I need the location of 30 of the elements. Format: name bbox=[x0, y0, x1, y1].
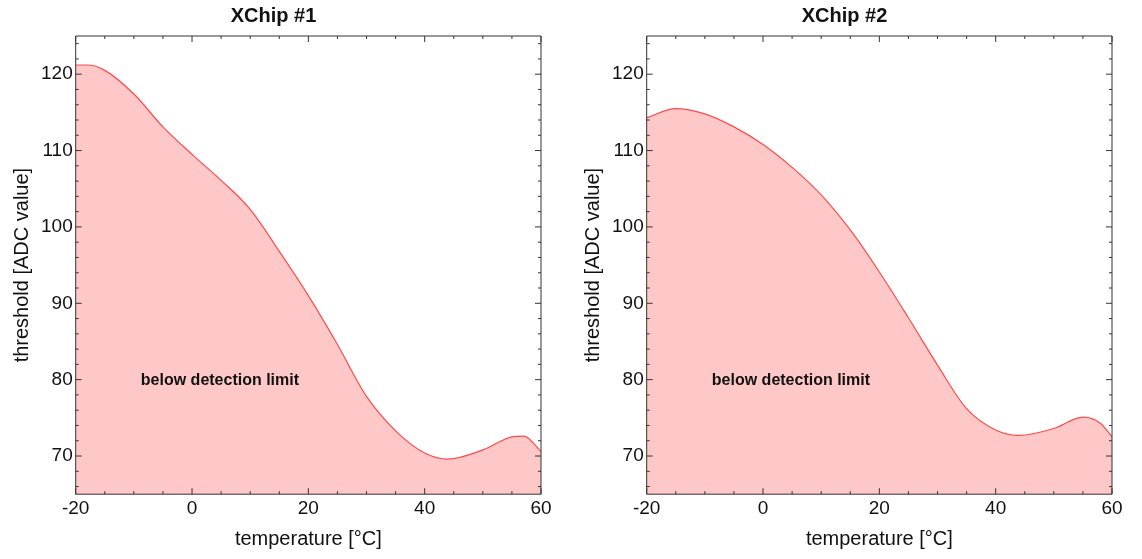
x-tick-label: 20 bbox=[868, 496, 890, 518]
chart-title: XChip #1 bbox=[230, 3, 317, 26]
y-tick-label: 120 bbox=[41, 62, 73, 84]
y-tick-label: 90 bbox=[51, 291, 73, 313]
chart-title: XChip #2 bbox=[801, 3, 888, 26]
y-tick-label: 80 bbox=[51, 367, 73, 389]
x-tick-label: 20 bbox=[297, 496, 319, 518]
x-tick-label: 40 bbox=[985, 496, 1007, 518]
x-axis-title: temperature [°C] bbox=[234, 526, 382, 549]
y-tick-label: 80 bbox=[622, 367, 644, 389]
y-tick-label: 120 bbox=[612, 62, 644, 84]
annotation: below detection limit bbox=[140, 371, 300, 389]
y-tick-label: 110 bbox=[613, 138, 644, 160]
x-axis-title: temperature [°C] bbox=[805, 526, 953, 549]
x-tick-label: -20 bbox=[632, 496, 661, 518]
x-tick-label: 0 bbox=[186, 496, 198, 518]
x-tick-label: 60 bbox=[530, 496, 552, 518]
x-tick-label: 0 bbox=[757, 496, 769, 518]
x-tick-label: 60 bbox=[1101, 496, 1123, 518]
x-tick-label: 40 bbox=[414, 496, 436, 518]
x-tick-label: -20 bbox=[61, 496, 90, 518]
y-axis-title: threshold [ADC value] bbox=[9, 167, 32, 363]
annotation: below detection limit bbox=[711, 371, 871, 389]
y-tick-label: 110 bbox=[42, 138, 73, 160]
y-tick-label: 90 bbox=[622, 291, 644, 313]
y-axis-title: threshold [ADC value] bbox=[580, 167, 603, 363]
y-tick-label: 70 bbox=[51, 444, 73, 466]
y-tick-label: 100 bbox=[612, 215, 644, 237]
y-tick-label: 70 bbox=[622, 444, 644, 466]
y-tick-label: 100 bbox=[41, 215, 73, 237]
